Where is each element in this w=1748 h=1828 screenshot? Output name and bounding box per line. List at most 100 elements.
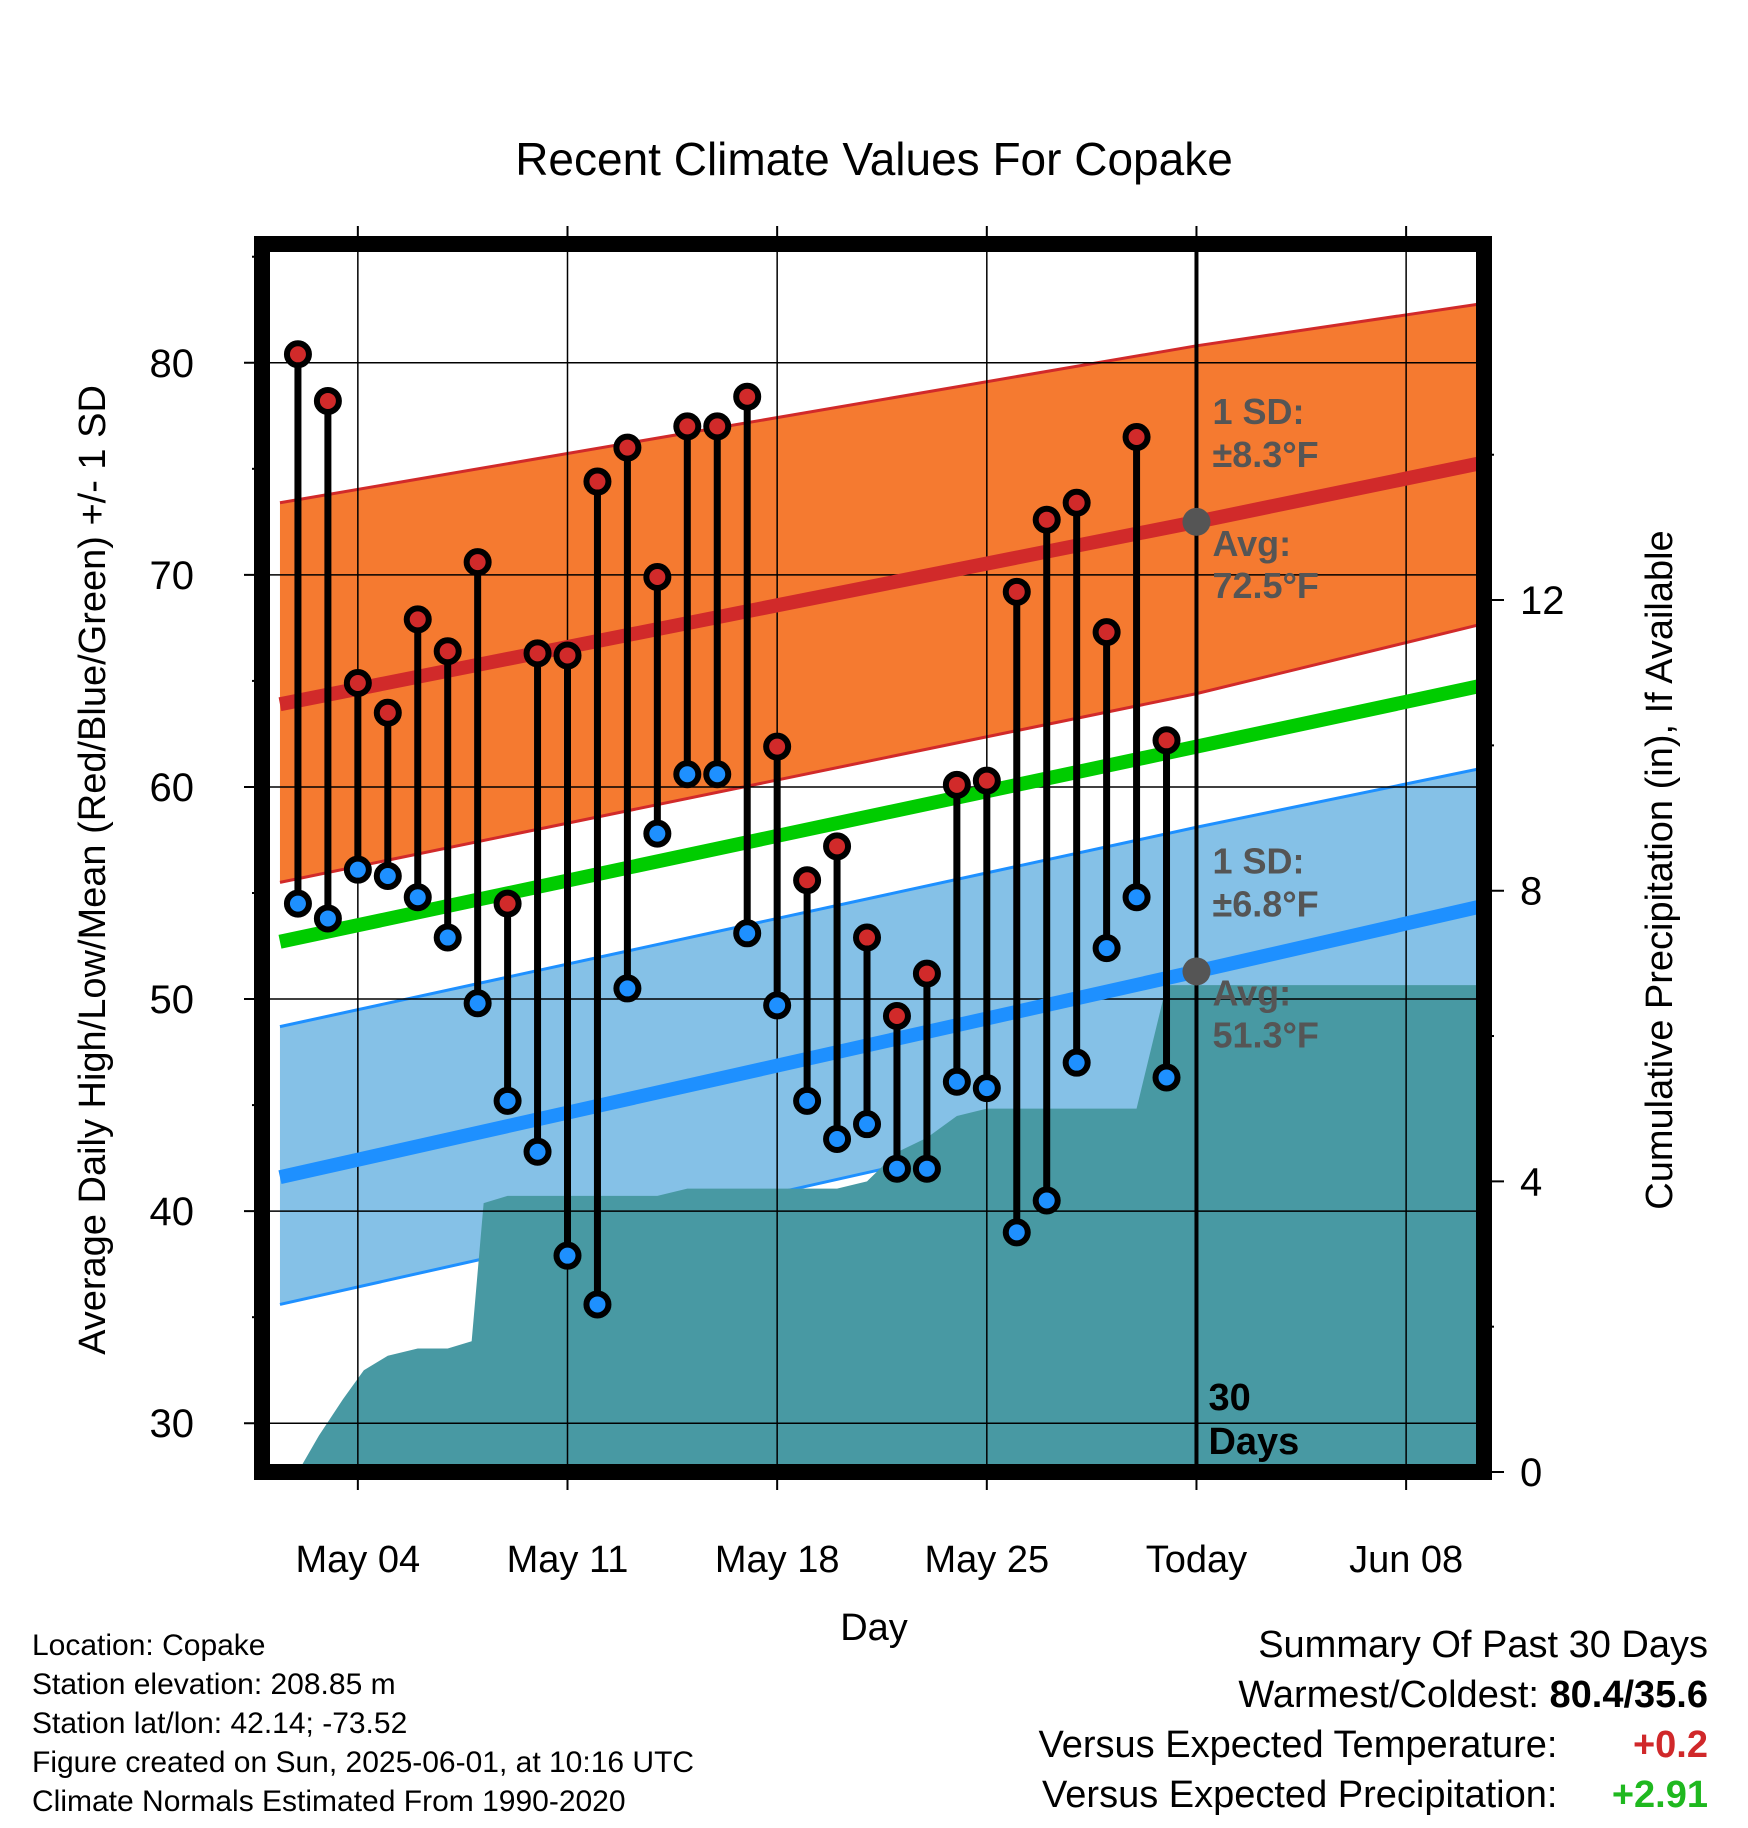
daily-low-point [313, 904, 342, 933]
y-left-tick-label: 60 [150, 766, 195, 810]
latlon-text: Station lat/lon: 42.14; -73.52 [32, 1707, 408, 1740]
daily-low-point [703, 760, 732, 789]
warm-cold-value: 80.4/35.6 [1549, 1674, 1708, 1716]
daily-low-point [673, 760, 702, 789]
daily-low-point [523, 1137, 552, 1166]
y-right-tick-label: 0 [1520, 1451, 1542, 1495]
temp-anomaly-label: Versus Expected Temperature: [1038, 1724, 1558, 1766]
high-avg-label: Avg: [1212, 523, 1291, 564]
today-low-normal-marker [1182, 957, 1211, 986]
daily-high-point [313, 386, 342, 415]
y-left-tick-label: 50 [150, 978, 195, 1022]
daily-high-point [793, 866, 822, 895]
x-axis-label: Day [840, 1607, 908, 1649]
summary-panel: Summary Of Past 30 Days Warmest/Coldest:… [1039, 1620, 1708, 1820]
daily-high-point [972, 766, 1001, 795]
x-tick-label: May 25 [925, 1539, 1050, 1581]
y-left-tick-label: 30 [150, 1402, 195, 1446]
daily-low-point [373, 862, 402, 891]
daily-high-point [1092, 618, 1121, 647]
high-sd-band [279, 303, 1484, 883]
temp-anomaly-value: +0.2 [1632, 1724, 1708, 1766]
daily-low-point [1062, 1048, 1091, 1077]
daily-high-point [283, 340, 312, 369]
temp-anomaly-row: Versus Expected Temperature: +0.2 [1039, 1720, 1708, 1770]
daily-high-point [942, 770, 971, 799]
x-tick-label: Jun 08 [1349, 1539, 1463, 1581]
daily-low-point [1152, 1063, 1181, 1092]
daily-low-point [553, 1241, 582, 1270]
precip-area [279, 985, 1484, 1472]
low-sd-label: 1 SD: [1212, 840, 1304, 881]
daily-low-point [733, 919, 762, 948]
daily-low-point [583, 1290, 612, 1319]
summary-title: Summary Of Past 30 Days [1258, 1624, 1708, 1666]
daily-high-point [823, 832, 852, 861]
low-sd-value: ±6.8°F [1212, 883, 1318, 924]
daily-low-point [793, 1086, 822, 1115]
daily-low-point [912, 1154, 941, 1183]
y-right-tick-label: 12 [1520, 579, 1565, 623]
daily-high-point [403, 605, 432, 634]
daily-low-point [643, 819, 672, 848]
daily-low-point [1032, 1186, 1061, 1215]
created-text: Figure created on Sun, 2025-06-01, at 10… [32, 1746, 695, 1779]
x-tick-label: May 04 [296, 1539, 421, 1581]
low-avg-label: Avg: [1212, 972, 1291, 1013]
y-right-tick-label: 8 [1520, 870, 1542, 914]
daily-low-point [942, 1067, 971, 1096]
precip-anomaly-value: +2.91 [1611, 1774, 1708, 1816]
daily-high-point [1002, 577, 1031, 606]
y-axis-label-right: Cumulative Precipitation (in), If Availa… [1639, 530, 1681, 1209]
chart-title: Recent Climate Values For Copake [515, 133, 1233, 185]
daily-high-point [853, 923, 882, 952]
high-avg-value: 72.5°F [1212, 565, 1318, 606]
daily-high-point [763, 732, 792, 761]
precip-anomaly-row: Versus Expected Precipitation: +2.91 [1039, 1770, 1708, 1820]
x-tick-label: May 18 [715, 1539, 840, 1581]
daily-high-point [882, 1002, 911, 1031]
daily-low-point [403, 883, 432, 912]
daily-low-point [1092, 934, 1121, 963]
daily-high-point [1122, 423, 1151, 452]
daily-high-point [733, 382, 762, 411]
x-tick-label: Today [1146, 1539, 1247, 1581]
daily-high-point [1152, 726, 1181, 755]
high-sd-value: ±8.3°F [1212, 434, 1318, 475]
daily-low-point [1122, 883, 1151, 912]
daily-low-point [493, 1086, 522, 1115]
normals-text: Climate Normals Estimated From 1990-2020 [32, 1785, 626, 1818]
y-left-tick-label: 40 [150, 1190, 195, 1234]
daily-high-point [343, 669, 372, 698]
precip-anomaly-label: Versus Expected Precipitation: [1042, 1774, 1558, 1816]
today-high-normal-marker [1182, 507, 1211, 536]
daily-high-point [613, 433, 642, 462]
daily-high-point [1032, 505, 1061, 534]
warm-cold-row: Warmest/Coldest: 80.4/35.6 [1039, 1670, 1708, 1720]
y-axis-label-left: Average Daily High/Low/Mean (Red/Blue/Gr… [72, 385, 114, 1355]
y-left-tick-label: 70 [150, 554, 195, 598]
y-right-tick-label: 4 [1520, 1160, 1542, 1204]
daily-low-point [283, 889, 312, 918]
daily-high-point [912, 959, 941, 988]
daily-high-point [493, 889, 522, 918]
y-left-tick-label: 80 [150, 342, 195, 386]
daily-high-point [673, 412, 702, 441]
period-number-label: 30 [1208, 1377, 1250, 1419]
daily-high-point [553, 641, 582, 670]
daily-high-point [373, 698, 402, 727]
daily-low-point [882, 1154, 911, 1183]
daily-low-point [853, 1110, 882, 1139]
daily-low-point [823, 1125, 852, 1154]
warm-cold-label: Warmest/Coldest: [1238, 1674, 1539, 1716]
daily-low-point [972, 1074, 1001, 1103]
x-tick-label: May 11 [507, 1539, 629, 1581]
daily-low-point [1002, 1218, 1031, 1247]
daily-low-point [463, 989, 492, 1018]
daily-high-point [523, 639, 552, 668]
daily-high-point [643, 562, 672, 591]
plot-frame [254, 236, 1492, 1480]
